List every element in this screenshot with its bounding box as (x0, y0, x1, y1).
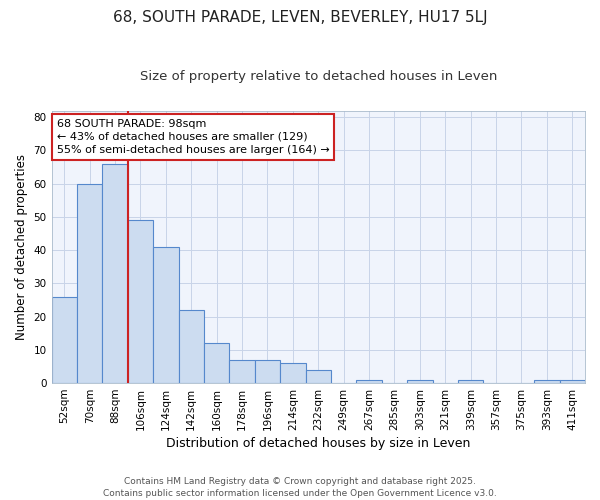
Bar (305, 370, 331, 383)
Bar (280, 363, 305, 383)
Bar (229, 360, 255, 383)
Text: 68, SOUTH PARADE, LEVEN, BEVERLEY, HU17 5LJ: 68, SOUTH PARADE, LEVEN, BEVERLEY, HU17 … (113, 10, 487, 25)
Bar (534, 380, 560, 383)
Bar (179, 310, 204, 383)
Text: Contains HM Land Registry data © Crown copyright and database right 2025.
Contai: Contains HM Land Registry data © Crown c… (103, 476, 497, 498)
Bar (560, 380, 585, 383)
Bar (52, 296, 77, 383)
Bar (128, 220, 153, 383)
Bar (153, 247, 179, 383)
Title: Size of property relative to detached houses in Leven: Size of property relative to detached ho… (140, 70, 497, 83)
Bar (77, 184, 103, 383)
Text: 68 SOUTH PARADE: 98sqm
← 43% of detached houses are smaller (129)
55% of semi-de: 68 SOUTH PARADE: 98sqm ← 43% of detached… (57, 118, 329, 155)
Bar (356, 380, 382, 383)
Bar (103, 164, 128, 383)
Bar (407, 380, 433, 383)
Bar (458, 380, 484, 383)
X-axis label: Distribution of detached houses by size in Leven: Distribution of detached houses by size … (166, 437, 470, 450)
Y-axis label: Number of detached properties: Number of detached properties (15, 154, 28, 340)
Bar (255, 360, 280, 383)
Bar (204, 343, 229, 383)
